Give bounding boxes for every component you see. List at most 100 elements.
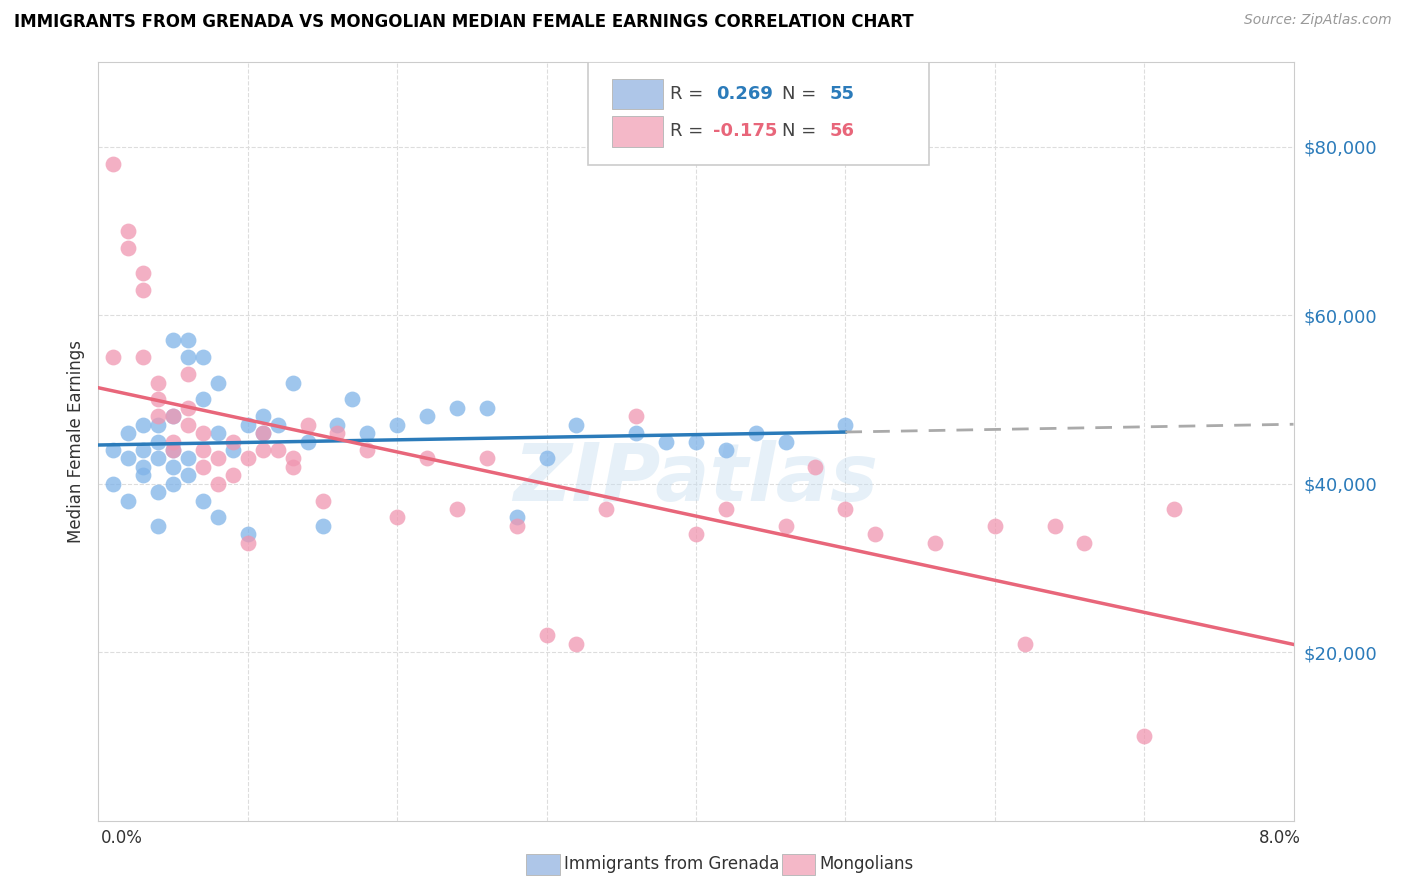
Point	[326, 426, 349, 441]
Point	[655, 434, 678, 449]
Point	[177, 451, 200, 466]
Point	[162, 476, 184, 491]
Point	[356, 426, 378, 441]
Point	[222, 442, 245, 457]
Point	[297, 434, 319, 449]
Point	[236, 417, 259, 432]
Point	[177, 417, 200, 432]
Point	[834, 417, 856, 432]
Point	[984, 518, 1007, 533]
Text: N =: N =	[782, 86, 823, 103]
Point	[177, 334, 200, 348]
Point	[148, 485, 170, 500]
Point	[775, 518, 797, 533]
Point	[162, 334, 184, 348]
Point	[162, 409, 184, 424]
Point	[103, 442, 125, 457]
Point	[326, 417, 349, 432]
Point	[236, 535, 259, 549]
Point	[385, 417, 409, 432]
Point	[132, 417, 155, 432]
Point	[1163, 502, 1185, 516]
Point	[117, 493, 139, 508]
Point	[1043, 518, 1066, 533]
Text: IMMIGRANTS FROM GRENADA VS MONGOLIAN MEDIAN FEMALE EARNINGS CORRELATION CHART: IMMIGRANTS FROM GRENADA VS MONGOLIAN MED…	[14, 13, 914, 31]
Point	[506, 518, 529, 533]
Point	[1133, 730, 1156, 744]
Point	[117, 241, 139, 255]
Point	[252, 409, 274, 424]
FancyBboxPatch shape	[613, 79, 662, 110]
Point	[222, 434, 245, 449]
Point	[103, 476, 125, 491]
Point	[207, 376, 229, 390]
Point	[148, 518, 170, 533]
Text: 0.0%: 0.0%	[101, 829, 143, 847]
Point	[595, 502, 617, 516]
Point	[207, 426, 229, 441]
Point	[117, 451, 139, 466]
Point	[103, 351, 125, 365]
Text: N =: N =	[782, 122, 823, 140]
Y-axis label: Median Female Earnings: Median Female Earnings	[66, 340, 84, 543]
Point	[252, 426, 274, 441]
Point	[865, 527, 887, 541]
FancyBboxPatch shape	[613, 116, 662, 146]
Point	[834, 502, 856, 516]
Text: ZIPatlas: ZIPatlas	[513, 441, 879, 518]
Point	[804, 459, 827, 474]
Point	[281, 451, 304, 466]
Point	[775, 434, 797, 449]
Point	[685, 434, 707, 449]
Point	[267, 417, 290, 432]
Point	[281, 376, 304, 390]
Point	[446, 401, 468, 415]
Point	[565, 637, 588, 651]
Text: 55: 55	[830, 86, 855, 103]
Text: Source: ZipAtlas.com: Source: ZipAtlas.com	[1244, 13, 1392, 28]
Point	[924, 535, 946, 549]
Text: R =: R =	[669, 122, 709, 140]
Point	[103, 156, 125, 170]
Point	[236, 451, 259, 466]
Point	[626, 426, 648, 441]
Text: 56: 56	[830, 122, 855, 140]
Text: Immigrants from Grenada: Immigrants from Grenada	[564, 855, 779, 873]
Point	[222, 468, 245, 483]
Point	[475, 401, 498, 415]
Point	[297, 417, 319, 432]
Point	[162, 442, 184, 457]
Point	[416, 409, 439, 424]
Point	[267, 442, 290, 457]
Point	[162, 409, 184, 424]
Point	[342, 392, 364, 407]
Point	[714, 442, 737, 457]
Point	[191, 493, 214, 508]
Point	[177, 367, 200, 381]
Point	[207, 510, 229, 524]
Point	[446, 502, 468, 516]
Point	[132, 351, 155, 365]
Point	[745, 426, 768, 441]
Point	[191, 442, 214, 457]
Text: 0.269: 0.269	[716, 86, 773, 103]
Point	[281, 459, 304, 474]
Point	[148, 376, 170, 390]
Point	[311, 518, 333, 533]
Point	[148, 417, 170, 432]
Text: R =: R =	[669, 86, 709, 103]
Point	[148, 434, 170, 449]
Point	[191, 426, 214, 441]
Point	[565, 417, 588, 432]
Text: -0.175: -0.175	[713, 122, 778, 140]
Point	[714, 502, 737, 516]
Point	[356, 442, 378, 457]
Point	[162, 459, 184, 474]
Point	[1073, 535, 1095, 549]
Point	[252, 442, 274, 457]
Point	[506, 510, 529, 524]
Point	[117, 426, 139, 441]
Point	[252, 426, 274, 441]
Point	[162, 442, 184, 457]
Point	[117, 224, 139, 238]
